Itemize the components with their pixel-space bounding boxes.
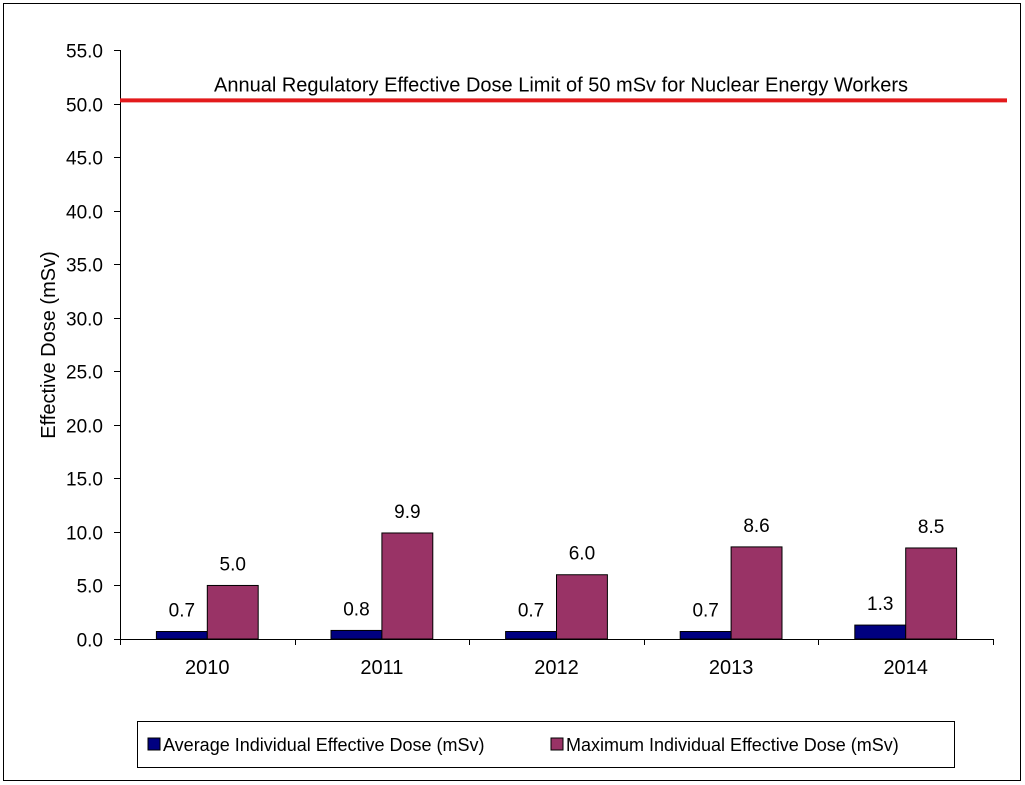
y-tick-label: 10.0 [66,524,103,545]
bar-average [854,624,907,640]
bar-value-label: 9.9 [394,502,420,523]
legend: Average Individual Effective Dose (mSv) … [137,721,955,768]
legend-swatch-average [147,737,161,751]
y-axis-title: Effective Dose (mSv) [38,251,60,438]
bar-maximum [556,574,608,640]
bar-maximum [730,546,783,640]
bar-value-label: 0.7 [692,601,718,622]
bar-value-label: 8.6 [743,516,769,537]
bar-maximum [206,584,259,640]
bar-value-label: 8.5 [918,517,944,538]
bar-maximum [905,547,958,640]
legend-box [137,721,955,768]
y-tick-label: 50.0 [66,96,103,117]
bar-value-label: 0.7 [518,601,544,622]
bar-average [679,631,732,640]
bar-value-label: 5.0 [220,554,246,575]
y-tick-label: 25.0 [66,363,103,384]
y-tick-label: 15.0 [66,470,103,491]
bar-value-label: 6.0 [569,544,595,565]
axes-layer: 0.0 5.0 10.0 15.0 20.0 25.0 30.0 35.0 40.0 45.0 50… [66,42,994,679]
x-tick-label: 2010 [185,657,230,679]
x-tick-label: 2011 [360,657,403,679]
reference-line-layer: Annual Regulatory Effective Dose Limit o… [120,74,1007,103]
bar-value-label: 0.8 [343,599,369,620]
legend-label-average: Average Individual Effective Dose (mSv) [163,735,485,755]
bar-average [330,629,383,640]
y-tick-label: 35.0 [66,256,103,277]
x-tick-label: 2012 [534,657,579,679]
x-tick-label: 2013 [709,657,754,679]
y-tick-label: 40.0 [66,203,103,224]
bar-value-label: 1.3 [867,594,893,615]
y-tick-label: 20.0 [66,417,103,438]
bar-maximum [381,532,434,640]
y-tick-label: 5.0 [77,577,103,598]
bar-average [505,631,557,640]
bar-value-label: 0.7 [169,601,195,622]
dose-limit-label: Annual Regulatory Effective Dose Limit o… [214,74,908,96]
chart-border [3,3,1021,781]
x-tick-label: 2014 [883,657,928,679]
legend-label-maximum: Maximum Individual Effective Dose (mSv) [566,735,899,755]
y-tick-label: 45.0 [66,149,103,170]
bars-layer: 0.7 0.8 0.7 0.7 1.3 5.0 9.9 6.0 8.6 8.5 [155,502,958,640]
y-tick-label: 0.0 [77,631,103,652]
y-tick-label: 55.0 [66,42,103,63]
bar-average [155,631,208,640]
legend-swatch-maximum [550,737,564,751]
y-tick-label: 30.0 [66,310,103,331]
